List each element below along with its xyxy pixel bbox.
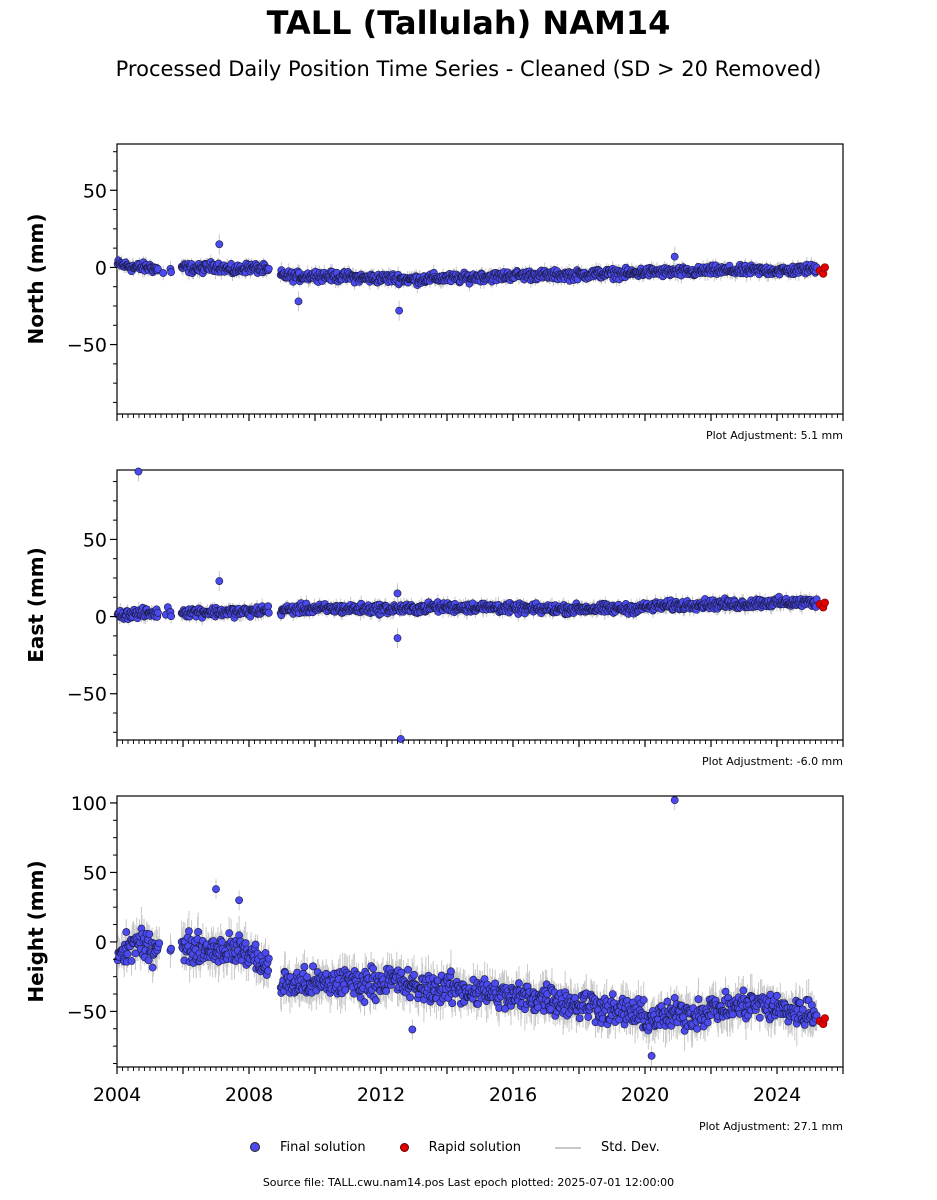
final-solution-outlier-point xyxy=(393,589,402,598)
final-solution-outlier-point xyxy=(215,240,224,249)
y-tick-label: 50 xyxy=(83,180,107,202)
final-solution-point xyxy=(167,612,176,621)
y-tick-label: −50 xyxy=(67,684,107,706)
chart-title: TALL (Tallulah) NAM14 xyxy=(266,4,671,42)
final-solution-outlier-point xyxy=(294,297,303,306)
chart-subtitle: Processed Daily Position Time Series - C… xyxy=(115,57,822,81)
y-tick-label: 50 xyxy=(83,529,107,551)
plot-adjustment-label: Plot Adjustment: -6.0 mm xyxy=(702,755,843,768)
y-tick-label: −50 xyxy=(67,335,107,357)
rapid-solution-point xyxy=(820,598,829,607)
final-solution-point xyxy=(264,602,273,611)
final-solution-point xyxy=(167,268,176,277)
y-axis-label: East (mm) xyxy=(24,547,48,663)
final-solution-outlier-point xyxy=(393,634,402,643)
final-solution-outlier-point xyxy=(215,577,224,585)
final-solution-outlier-point xyxy=(395,306,404,315)
plot-adjustment-label: Plot Adjustment: 5.1 mm xyxy=(706,429,843,442)
final-solution-point xyxy=(154,265,162,273)
final-solution-point xyxy=(154,608,162,617)
final-solution-point xyxy=(264,608,273,617)
y-axis-label: North (mm) xyxy=(24,213,48,344)
y-tick-label: 0 xyxy=(95,607,107,629)
final-solution-outlier-point xyxy=(134,467,143,476)
final-solution-outlier-point xyxy=(670,252,679,261)
final-solution-point xyxy=(159,269,168,277)
rapid-solution-point xyxy=(820,263,829,272)
y-tick-label: 0 xyxy=(95,257,107,279)
final-solution-point xyxy=(264,264,273,273)
